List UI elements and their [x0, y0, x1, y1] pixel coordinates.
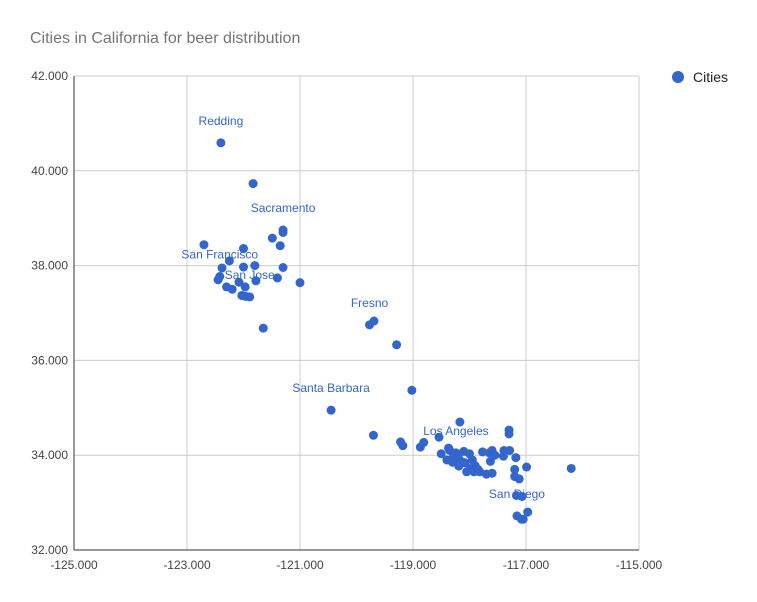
data-point [449, 452, 459, 462]
data-point [485, 456, 495, 466]
data-point [278, 227, 288, 237]
data-point [455, 417, 465, 427]
chart-title: Cities in California for beer distributi… [30, 30, 301, 47]
data-point [466, 463, 476, 473]
data-point [227, 284, 237, 294]
data-point [364, 320, 374, 330]
data-point [234, 277, 244, 287]
data-point [398, 441, 408, 451]
y-tick-label: 36.000 [31, 353, 68, 367]
x-tick-label: -125.000 [50, 558, 98, 572]
x-tick-label: -121.000 [276, 558, 324, 572]
x-tick-label: -117.000 [503, 558, 550, 572]
x-tick-label: -119.000 [390, 558, 437, 572]
data-point [514, 474, 524, 484]
y-tick-label: 34.000 [31, 448, 68, 462]
data-point [511, 490, 521, 500]
data-point [460, 458, 470, 468]
city-label: San Diego [489, 487, 545, 501]
data-point [436, 449, 446, 459]
data-point [275, 241, 285, 251]
data-point [278, 262, 288, 272]
data-point [199, 240, 209, 250]
data-point [241, 291, 251, 301]
data-point [217, 263, 227, 273]
data-point [295, 278, 305, 288]
data-point [487, 468, 497, 478]
data-point [407, 385, 417, 395]
data-point [224, 256, 234, 266]
data-point [368, 430, 378, 440]
data-point [490, 450, 500, 460]
city-label: Redding [199, 114, 244, 128]
y-tick-label: 42.000 [31, 69, 68, 83]
legend-marker-icon [672, 71, 684, 83]
data-point [566, 463, 576, 473]
city-label: San Francisco [181, 248, 258, 262]
data-point [216, 138, 226, 148]
legend[interactable]: Cities [672, 69, 728, 85]
city-label: Santa Barbara [292, 381, 370, 395]
x-tick-label: -123.000 [163, 558, 211, 572]
data-point [267, 233, 277, 243]
data-point [392, 340, 402, 350]
data-point [475, 467, 485, 477]
data-point [239, 262, 248, 272]
data-point [213, 275, 223, 285]
data-point [511, 453, 521, 463]
data-point [498, 451, 508, 461]
data-point [518, 514, 528, 524]
data-point [240, 282, 250, 292]
legend-label: Cities [693, 69, 729, 85]
x-tick-label: -115.000 [616, 558, 663, 572]
data-point [505, 445, 515, 455]
data-point [477, 447, 487, 457]
data-point [444, 443, 454, 453]
data-point [239, 244, 248, 254]
city-label: Los Angeles [423, 424, 488, 438]
data-point [419, 437, 429, 447]
y-tick-label: 38.000 [31, 259, 68, 273]
y-tick-label: 32.000 [31, 543, 68, 557]
data-point [523, 507, 533, 517]
y-tick-label: 40.000 [31, 164, 68, 178]
data-point [504, 429, 514, 439]
data-point [326, 405, 336, 415]
data-point [522, 462, 532, 472]
data-point [510, 464, 520, 474]
city-label: Sacramento [251, 201, 316, 215]
city-label: Fresno [351, 296, 389, 310]
data-point [251, 276, 261, 286]
data-point [258, 323, 268, 333]
data-point [434, 432, 444, 442]
data-point [272, 273, 282, 283]
data-point [250, 261, 260, 271]
city-label: San Jose [225, 268, 275, 282]
data-point [248, 179, 258, 189]
